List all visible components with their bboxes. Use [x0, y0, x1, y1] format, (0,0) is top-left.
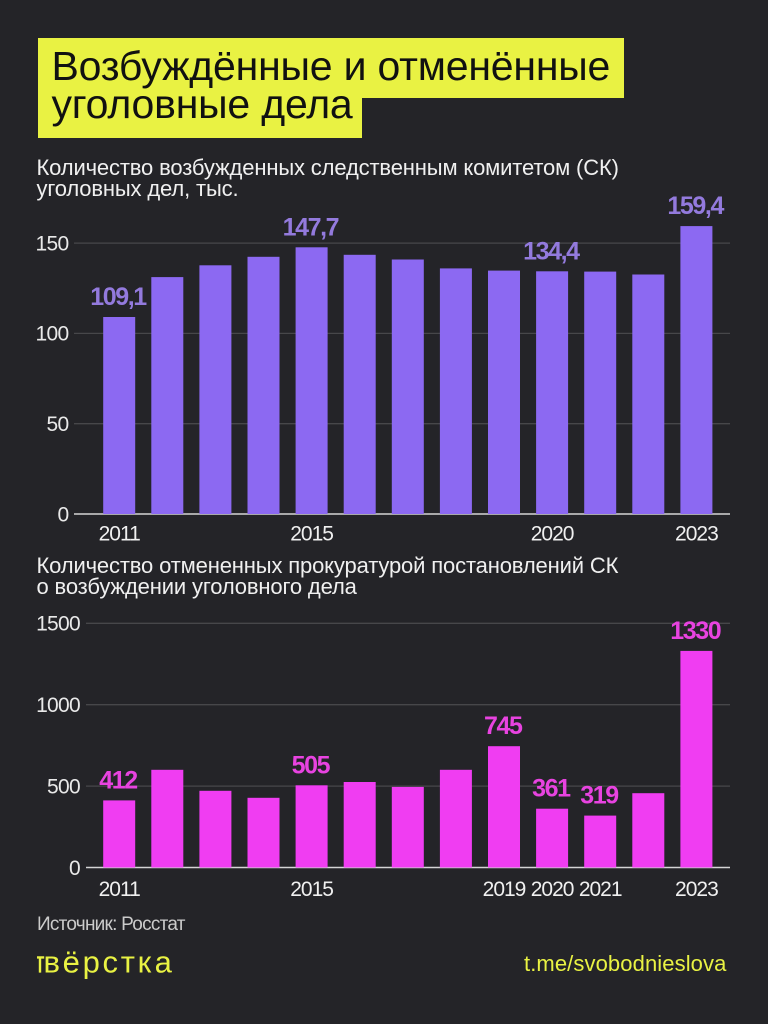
svg-text:2019: 2019: [483, 878, 526, 901]
svg-text:147,7: 147,7: [283, 213, 339, 241]
svg-text:2015: 2015: [290, 878, 333, 901]
svg-text:745: 745: [484, 712, 523, 740]
svg-text:2023: 2023: [675, 523, 718, 546]
svg-text:2023: 2023: [675, 878, 718, 901]
svg-text:2021: 2021: [579, 878, 622, 901]
svg-text:вёрстка: вёрстка: [43, 945, 174, 980]
svg-text:505: 505: [292, 751, 331, 779]
svg-text:134,4: 134,4: [523, 237, 580, 265]
svg-text:150: 150: [36, 232, 69, 255]
svg-text:2020: 2020: [531, 878, 574, 901]
svg-text:2015: 2015: [290, 523, 333, 546]
svg-text:1500: 1500: [36, 613, 80, 636]
svg-text:412: 412: [99, 766, 137, 794]
svg-text:0: 0: [58, 503, 69, 526]
svg-text:500: 500: [47, 775, 80, 798]
svg-text:1330: 1330: [670, 617, 721, 645]
svg-text:50: 50: [47, 413, 69, 436]
svg-text:2020: 2020: [531, 523, 574, 546]
svg-text:2011: 2011: [99, 878, 140, 901]
svg-text:1000: 1000: [36, 694, 80, 717]
svg-text:2011: 2011: [99, 523, 140, 546]
svg-text:0: 0: [69, 857, 80, 880]
svg-text:159,4: 159,4: [667, 192, 724, 220]
svg-text:319: 319: [580, 782, 618, 810]
svg-text:100: 100: [36, 323, 69, 346]
svg-text:361: 361: [532, 775, 571, 803]
svg-text:109,1: 109,1: [90, 283, 147, 311]
